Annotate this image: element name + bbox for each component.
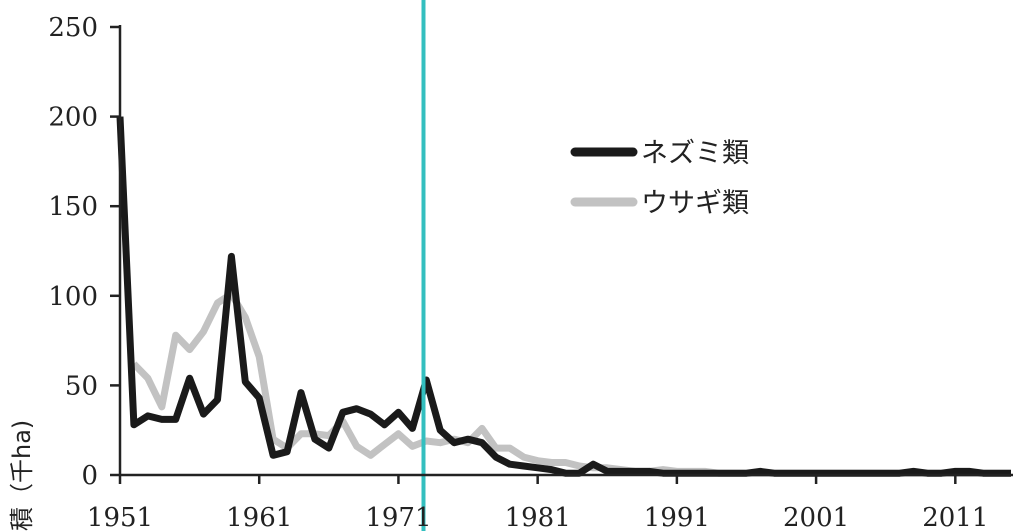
y-ticks: 0 50 100 150 200 250 (48, 13, 120, 491)
series-line-2 (131, 290, 1011, 477)
x-tick-label: 1961 (226, 503, 292, 531)
series-layer (116, 116, 1011, 477)
series-line-1 (116, 116, 1011, 477)
x-tick-label: 1951 (87, 503, 153, 531)
y-tick-label: 250 (48, 13, 98, 43)
y-tick-label: 200 (48, 103, 98, 133)
x-tick-label: 2001 (783, 503, 849, 531)
x-ticks: 1951 1961 1971 1981 1991 2001 2011 (87, 475, 988, 531)
y-tick-label: 100 (48, 282, 98, 312)
legend-label-2: ウサギ類 (641, 188, 749, 219)
y-tick-label: 0 (81, 461, 98, 491)
x-tick-label: 2011 (922, 503, 988, 531)
x-tick-label: 1971 (365, 503, 431, 531)
x-tick-label: 1991 (644, 503, 710, 531)
x-tick-label: 1981 (505, 503, 571, 531)
y-tick-label: 50 (65, 371, 98, 401)
y-axis-title: 積（千ha) (8, 420, 36, 531)
legend-label-1: ネズミ類 (641, 138, 749, 169)
y-tick-label: 150 (48, 192, 98, 222)
